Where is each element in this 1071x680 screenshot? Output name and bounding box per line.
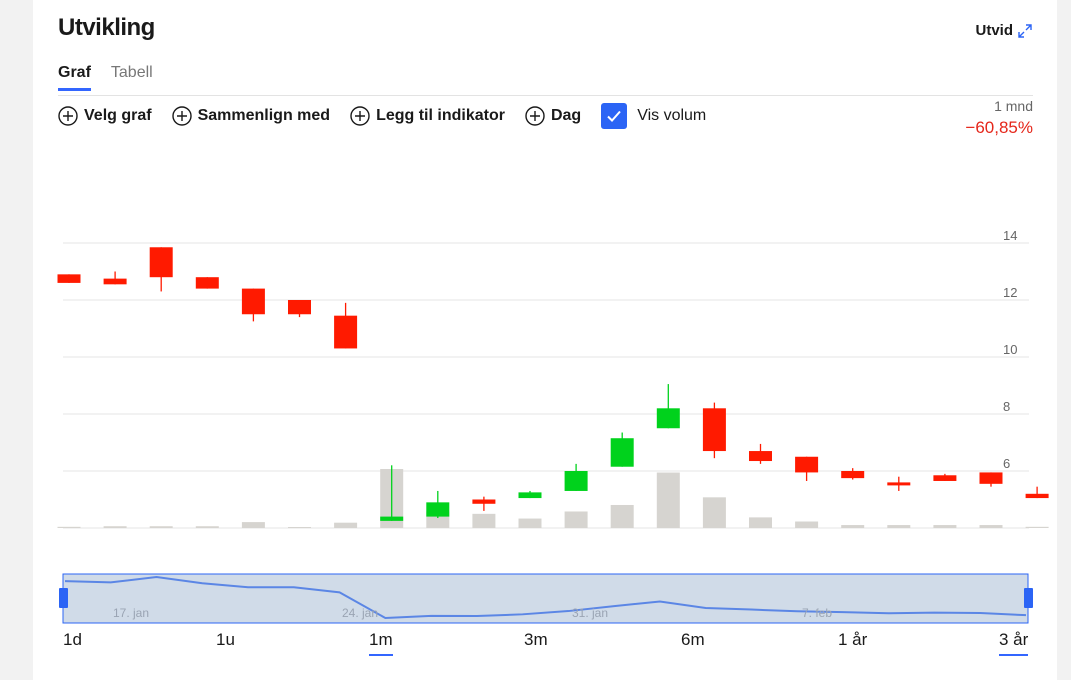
divider	[58, 95, 1033, 96]
candle-up	[426, 502, 450, 517]
volume-bar	[57, 526, 81, 528]
candle-down	[57, 274, 81, 283]
candle-down	[334, 315, 358, 349]
volume-bar	[702, 497, 726, 528]
y-tick-label: 14	[1003, 228, 1017, 243]
candle-down	[149, 247, 173, 278]
range-1[interactable]: 1d	[63, 630, 82, 649]
compare-button[interactable]: Sammenlign med	[171, 106, 331, 126]
navigator-date-label: 24. jan	[342, 606, 378, 620]
y-tick-label: 10	[1003, 342, 1017, 357]
volume-bar	[656, 472, 680, 528]
chart-toolbar: Velg graf Sammenlign med Legg til indika…	[58, 103, 706, 129]
candle-down	[241, 288, 265, 315]
candlestick-chart[interactable]: 14 12 10 8 6 17. jan 24. jan 31. jan 7. feb	[33, 0, 1057, 630]
range-2[interactable]: 1u	[216, 630, 235, 649]
candle-down	[195, 277, 219, 289]
change-value: −60,85%	[965, 118, 1033, 137]
navigator-line	[64, 575, 1027, 620]
range-7[interactable]: 3 år	[999, 630, 1029, 656]
candle-down	[472, 499, 496, 504]
candle-down	[933, 475, 957, 481]
plus-circle-icon	[525, 106, 545, 126]
candle-down	[749, 451, 772, 462]
y-tick-label: 6	[1003, 456, 1010, 471]
choose-graph-button[interactable]: Velg graf	[58, 106, 152, 126]
choose-graph-label: Velg graf	[84, 107, 152, 124]
volume-bar	[195, 526, 219, 528]
plus-circle-icon	[350, 106, 370, 126]
candle-up	[610, 438, 634, 467]
volume-bar	[241, 522, 265, 528]
expand-arrows-icon	[1018, 23, 1032, 38]
expand-label: Utvid	[975, 22, 1014, 39]
candle-down	[702, 408, 726, 452]
volume-bar	[334, 522, 358, 528]
navigator-date-label: 17. jan	[113, 606, 149, 620]
candle-up	[656, 408, 680, 429]
interval-button[interactable]: Dag	[525, 106, 581, 126]
range-6[interactable]: 1 år	[838, 630, 868, 649]
navigator-date-label: 31. jan	[572, 606, 608, 620]
volume-bar	[795, 521, 819, 528]
candle-up	[380, 516, 404, 521]
candle-down	[288, 300, 311, 315]
volume-bar	[472, 513, 496, 528]
y-tick-label: 8	[1003, 399, 1010, 414]
candle-down	[1025, 493, 1049, 499]
volume-bar	[149, 526, 173, 528]
volume-bar	[518, 518, 542, 528]
candle-down	[887, 482, 911, 486]
page-title: Utvikling	[58, 14, 155, 41]
plus-circle-icon	[58, 106, 78, 126]
range-5[interactable]: 6m	[681, 630, 705, 649]
volume-bar	[1025, 526, 1049, 528]
interval-label: Dag	[550, 107, 582, 124]
candle-down	[841, 471, 865, 479]
show-volume-label: Vis volum	[637, 107, 707, 124]
candle-up	[518, 492, 542, 499]
volume-bar	[887, 525, 911, 528]
range-3[interactable]: 1m	[369, 630, 393, 656]
checkmark-icon	[607, 110, 621, 122]
y-tick-label: 12	[1003, 285, 1017, 300]
volume-bar	[841, 525, 865, 528]
plus-circle-icon	[171, 106, 192, 126]
candle-down	[979, 472, 1003, 484]
period-label: 1 mnd	[994, 98, 1033, 114]
tab-graf[interactable]: Graf	[58, 64, 91, 91]
volume-bar	[749, 517, 772, 528]
candle-down	[795, 456, 819, 473]
navigator-window	[62, 573, 1029, 624]
volume-bar	[103, 526, 127, 528]
compare-label: Sammenlign med	[197, 107, 331, 124]
development-card: Utvikling Utvid Graf Tabell Velg graf Sa…	[33, 0, 1057, 680]
add-indicator-button[interactable]: Legg til indikator	[350, 106, 505, 126]
volume-bar	[933, 525, 957, 528]
navigator-handle-left[interactable]	[59, 588, 68, 608]
volume-bar	[610, 504, 634, 528]
navigator-handle-right[interactable]	[1024, 588, 1033, 608]
range-4[interactable]: 3m	[524, 630, 548, 649]
show-volume-checkbox[interactable]	[601, 103, 628, 129]
volume-bar	[979, 525, 1003, 528]
range-selector: 1d 1u 1m 3m 6m 1 år 3 år	[33, 630, 1057, 660]
candle-down	[103, 278, 127, 285]
tab-tabell[interactable]: Tabell	[110, 64, 153, 81]
navigator-date-label: 7. feb	[802, 606, 832, 620]
volume-bar	[288, 527, 311, 528]
tab-bar: Graf Tabell	[58, 64, 153, 91]
expand-button[interactable]: Utvid	[976, 22, 1034, 39]
candle-up	[564, 471, 588, 491]
volume-bar	[564, 511, 588, 528]
add-indicator-label: Legg til indikator	[376, 107, 505, 124]
